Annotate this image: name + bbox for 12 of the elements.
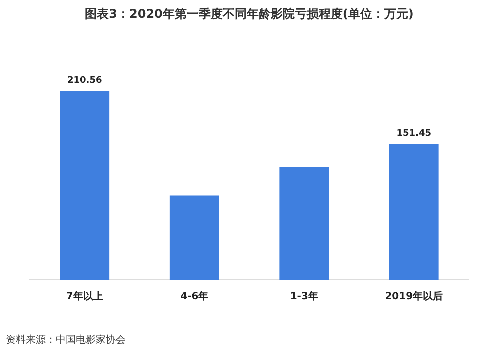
text: 资料来源：中国电影家协会 [6, 334, 126, 347]
x-tick-label: 2019年以后 [385, 290, 444, 303]
bar [280, 167, 330, 280]
data-label: 210.56 [68, 76, 102, 86]
x-tick-label: 1-3年 [290, 290, 318, 303]
data-label: 151.45 [396, 129, 432, 140]
bar [170, 196, 220, 280]
bar [389, 144, 439, 280]
bar [60, 91, 110, 280]
x-tick-label: 4-6年 [180, 290, 209, 303]
chart-title: 图表3：2020年第一季度不同年龄影院亏损程度(单位：万元) [84, 6, 415, 23]
x-tick-label: 7年以上 [66, 290, 104, 303]
